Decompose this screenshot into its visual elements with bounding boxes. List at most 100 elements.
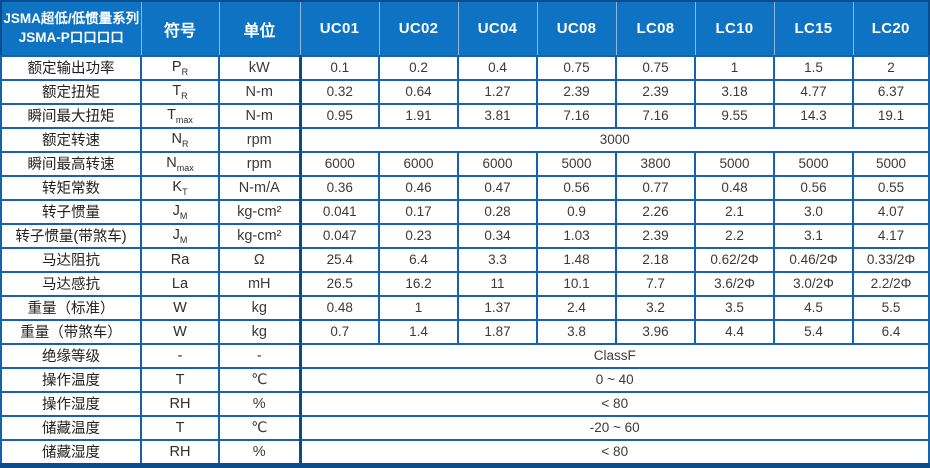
value-cell-lc08: 2.26: [615, 198, 696, 225]
value-cell-lc20: 5000: [852, 150, 930, 177]
value-cell-uc08: 7.16: [536, 102, 617, 129]
value-cell-lc20: 4.17: [852, 222, 930, 249]
value-cell-uc01: 25.4: [299, 246, 380, 273]
value-cell-lc20: 6.37: [852, 78, 930, 105]
symbol-subscript: T: [182, 186, 188, 197]
value-cell-lc10: 0.48: [694, 174, 775, 201]
unit-cell: rpm: [218, 126, 302, 153]
symbol-cell: T: [140, 414, 220, 441]
value-cell-lc10: 3.5: [694, 294, 775, 321]
value-cell-uc02: 0.2: [378, 55, 459, 81]
table-row: 转子惯量(带煞车) JM kg-cm² 0.047 0.23 0.34 1.03 2.39 2.…: [0, 222, 930, 249]
value-cell-uc02: 0.46: [378, 174, 459, 201]
value-cell-lc15: 3.0/2Φ: [773, 270, 854, 297]
row-label: 转子惯量: [0, 198, 142, 225]
value-cell-lc10: 5000: [694, 150, 775, 177]
table-row: 操作湿度 RH% < 80: [0, 390, 930, 417]
value-cell-lc20: 4.07: [852, 198, 930, 225]
table-header: JSMA超低/低惯量系列 JSMA-P口口口口 符号 单位 UC01 UC02 …: [1, 1, 929, 56]
value-cell-lc08: 3.96: [615, 318, 696, 345]
value-cell-lc15: 4.77: [773, 78, 854, 105]
value-cell-uc08: 5000: [536, 150, 617, 177]
series-title-line2: JSMA-P口口口口: [18, 29, 124, 45]
merged-value-cell: 3000: [299, 126, 930, 153]
column-header-model-lc20: LC20: [852, 1, 929, 56]
symbol-subscript: max: [176, 162, 194, 173]
table-row: 瞬间最高转速 Nmax rpm 6000 6000 6000 5000 3800 5000 500…: [0, 150, 930, 177]
series-title-line1: JSMA超低/低惯量系列: [3, 10, 140, 26]
series-title: JSMA超低/低惯量系列 JSMA-P口口口口: [1, 1, 141, 56]
value-cell-lc08: 0.77: [615, 174, 696, 201]
column-header-model-lc10: LC10: [694, 1, 774, 56]
value-cell-lc20: 2: [852, 55, 930, 81]
value-cell-uc02: 1.91: [378, 102, 459, 129]
value-cell-uc01: 0.7: [299, 318, 380, 345]
row-label: 储藏湿度: [0, 438, 142, 467]
symbol-cell: W: [140, 294, 220, 321]
table-row: 额定扭矩 TR N-m 0.32 0.64 1.27 2.39 2.39 3.18 4.77 6.3…: [0, 78, 930, 105]
row-label: 马达阻抗: [0, 246, 142, 273]
column-header-model-uc04: UC04: [457, 1, 537, 56]
value-cell-uc01: 0.041: [299, 198, 380, 225]
value-cell-lc08: 7.16: [615, 102, 696, 129]
unit-cell: N-m: [218, 78, 302, 105]
value-cell-lc15: 5.4: [773, 318, 854, 345]
unit-cell: rpm: [218, 150, 302, 177]
value-cell-uc01: 0.48: [299, 294, 380, 321]
unit-cell: kg: [218, 318, 302, 345]
value-cell-lc10: 2.2: [694, 222, 775, 249]
merged-value-cell: ClassF: [299, 342, 930, 369]
unit-cell: N-m: [218, 102, 302, 129]
value-cell-lc08: 3.2: [615, 294, 696, 321]
table-row: 马达阻抗 Ra Ω 25.4 6.4 3.3 1.48 2.18 0.62/2Φ 0.46/2Φ 0…: [0, 246, 930, 273]
symbol-cell: Ra: [140, 246, 220, 273]
merged-value-cell: 0 ~ 40: [299, 366, 930, 393]
table-row: 瞬间最大扭矩 Tmax N-m 0.95 1.91 3.81 7.16 7.16 9.55 14.…: [0, 102, 930, 129]
value-cell-lc15: 14.3: [773, 102, 854, 129]
value-cell-uc04: 0.4: [457, 55, 538, 81]
value-cell-uc02: 6.4: [378, 246, 459, 273]
value-cell-uc01: 0.32: [299, 78, 380, 105]
value-cell-lc20: 0.33/2Φ: [852, 246, 930, 273]
value-cell-uc04: 0.34: [457, 222, 538, 249]
value-cell-uc08: 2.39: [536, 78, 617, 105]
merged-value-cell: -20 ~ 60: [299, 414, 930, 441]
value-cell-lc20: 2.2/2Φ: [852, 270, 930, 297]
value-cell-lc10: 9.55: [694, 102, 775, 129]
row-label: 额定扭矩: [0, 78, 142, 105]
column-header-model-uc01: UC01: [299, 1, 379, 56]
value-cell-lc15: 1.5: [773, 55, 854, 81]
symbol-cell: Tmax: [140, 102, 220, 129]
value-cell-uc04: 11: [457, 270, 538, 297]
symbol-cell: T: [140, 366, 220, 393]
table-row: 马达感抗 La mH 26.5 16.2 11 10.1 7.7 3.6/2Φ 3.0/2Φ 2.2…: [0, 270, 930, 297]
value-cell-lc15: 3.1: [773, 222, 854, 249]
header-row: JSMA超低/低惯量系列 JSMA-P口口口口 符号 单位 UC01 UC02 …: [1, 1, 929, 56]
value-cell-uc08: 3.8: [536, 318, 617, 345]
unit-cell: kg: [218, 294, 302, 321]
row-label: 储藏温度: [0, 414, 142, 441]
row-label: 额定输出功率: [0, 55, 142, 81]
value-cell-lc10: 3.18: [694, 78, 775, 105]
symbol-cell: JM: [140, 198, 220, 225]
unit-cell: kW: [218, 55, 302, 81]
row-label: 操作湿度: [0, 390, 142, 417]
unit-cell: kg-cm²: [218, 198, 302, 225]
merged-value-cell: < 80: [299, 390, 930, 417]
value-cell-uc04: 1.27: [457, 78, 538, 105]
row-label: 瞬间最大扭矩: [0, 102, 142, 129]
row-label: 重量（带煞车）: [0, 318, 142, 345]
value-cell-uc04: 3.81: [457, 102, 538, 129]
table-row: 储藏湿度 RH% < 80: [0, 438, 930, 467]
symbol-cell: TR: [140, 78, 220, 105]
row-label: 额定转速: [0, 126, 142, 153]
symbol-cell: RH: [140, 438, 220, 467]
value-cell-uc04: 0.28: [457, 198, 538, 225]
row-label: 绝缘等级: [0, 342, 142, 369]
value-cell-uc08: 0.75: [536, 55, 617, 81]
column-header-unit: 单位: [218, 1, 300, 56]
value-cell-lc20: 19.1: [852, 102, 930, 129]
table-row: 操作温度 T ℃ 0 ~ 40: [0, 366, 930, 393]
value-cell-lc10: 0.62/2Φ: [694, 246, 775, 273]
